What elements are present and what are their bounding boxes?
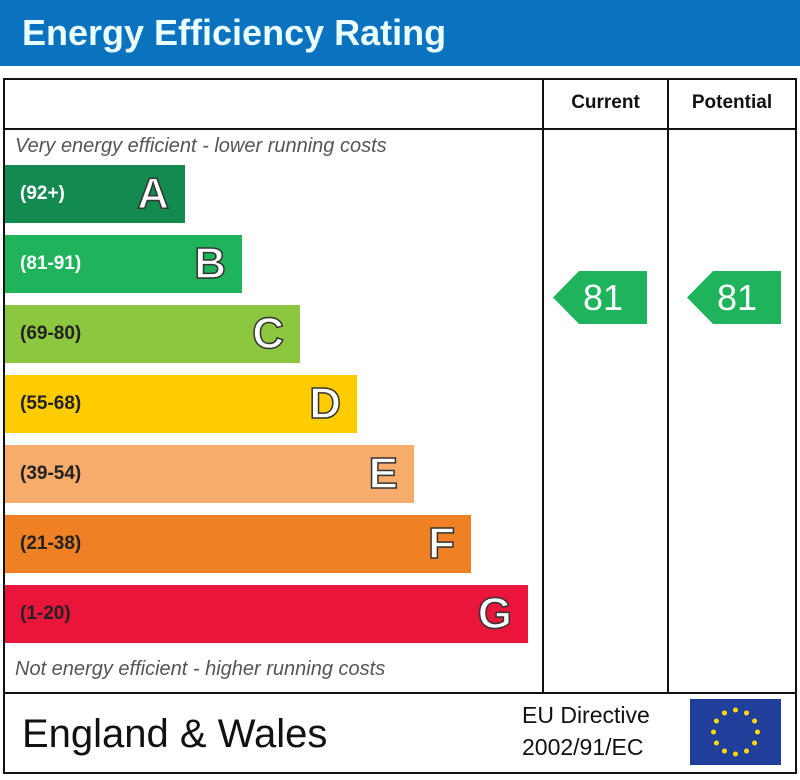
band-range: (92+) [20, 183, 65, 204]
band-letter: F [427, 518, 455, 569]
column-current: Current [571, 92, 640, 113]
band-a: (92+) A [5, 165, 185, 223]
region-label: England & Wales [22, 712, 328, 756]
current-rating-value: 81 [583, 277, 624, 318]
star-icon [722, 748, 727, 754]
star-icon [722, 710, 727, 716]
potential-rating-value: 81 [717, 277, 758, 318]
directive-number: 2002/91/EC [522, 734, 644, 760]
star-icon [755, 729, 760, 735]
chart-title: Energy Efficiency Rating [22, 12, 447, 53]
band-letter: D [308, 378, 341, 429]
band-range: (69-80) [20, 323, 82, 344]
band-d: (55-68) D [5, 375, 357, 433]
band-g: (1-20) G [5, 585, 528, 643]
divider [3, 128, 797, 130]
band-f: (21-38) F [5, 515, 471, 573]
band-range: (55-68) [20, 393, 82, 414]
star-icon [733, 751, 738, 757]
star-icon [713, 718, 719, 724]
band-range: (39-54) [20, 463, 82, 484]
directive-label: EU Directive [522, 702, 650, 728]
title-bar: Energy Efficiency Rating [0, 0, 800, 66]
star-icon [733, 707, 738, 713]
star-icon [711, 729, 716, 735]
star-icon [713, 740, 719, 746]
star-icon [744, 748, 749, 754]
star-icon [752, 718, 758, 724]
band-b: (81-91) B [5, 235, 242, 293]
divider [3, 692, 797, 694]
bottom-note: Not energy efficient - higher running co… [15, 658, 386, 680]
band-letter: B [193, 238, 226, 289]
band-range: (1-20) [20, 603, 71, 624]
band-letter: G [477, 588, 513, 639]
band-range: (21-38) [20, 533, 82, 554]
band-letter: A [136, 168, 169, 219]
potential-rating-arrow [687, 271, 781, 324]
current-rating-arrow [553, 271, 647, 324]
top-note: Very energy efficient - lower running co… [15, 135, 387, 157]
band-c: (69-80) C [5, 305, 300, 363]
divider [667, 78, 669, 694]
band-range: (81-91) [20, 253, 82, 274]
column-potential: Potential [691, 92, 773, 113]
eu-flag-icon [690, 699, 781, 765]
band-e: (39-54) E [5, 445, 414, 503]
rating-table [3, 78, 797, 774]
star-icon [752, 740, 758, 746]
band-letter: C [251, 308, 284, 359]
divider [542, 78, 544, 694]
band-letter: E [368, 448, 399, 499]
star-icon [744, 710, 749, 716]
